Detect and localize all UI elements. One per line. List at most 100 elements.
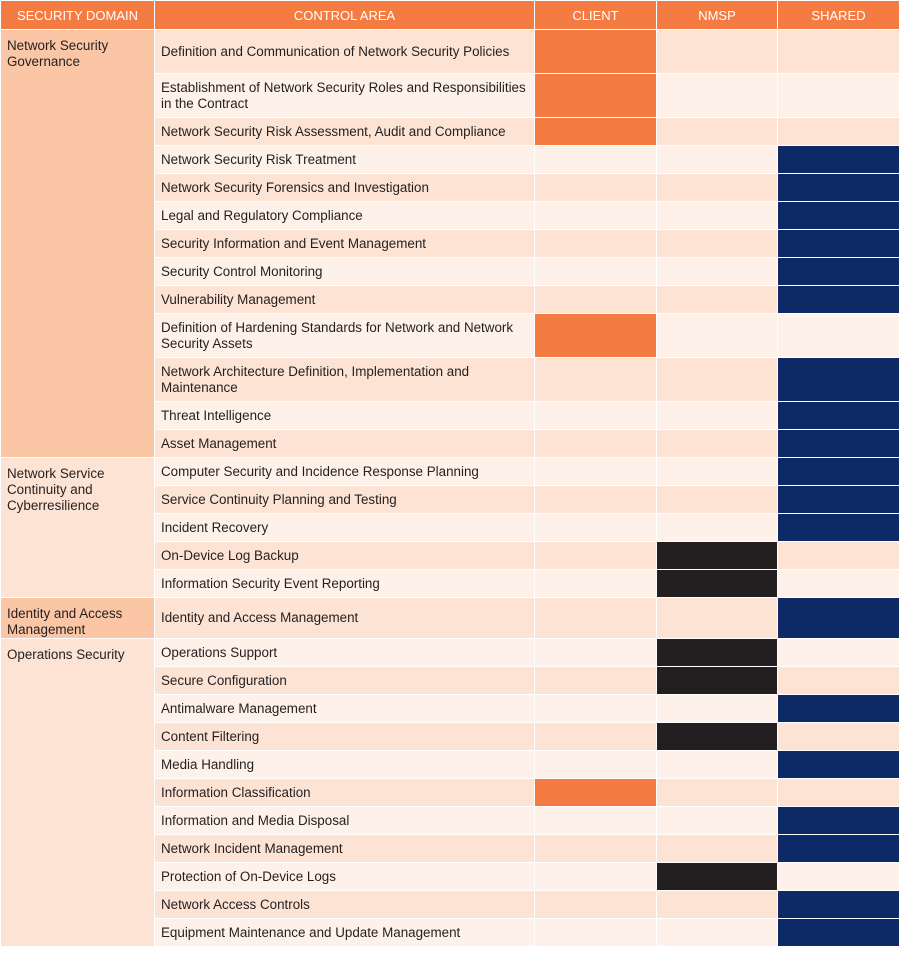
shared-responsibility-cell xyxy=(777,513,900,542)
control-area-cell: Incident Recovery xyxy=(154,513,535,542)
security-domain-cell: Network Security Governance xyxy=(0,29,155,458)
table-row: Network Security Governance Definition an… xyxy=(0,29,900,458)
nmsp-responsibility-cell xyxy=(656,485,778,514)
nmsp-responsibility-cell xyxy=(656,429,778,458)
table-row: Legal and Regulatory Compliance xyxy=(1,201,900,230)
client-responsibility-cell xyxy=(534,862,657,891)
security-domain-cell: Identity and Access Management xyxy=(0,597,155,639)
control-area-cell: Information and Media Disposal xyxy=(154,806,535,835)
client-responsibility-cell xyxy=(534,638,657,667)
table-row: Secure Configuration xyxy=(1,666,900,695)
table-row: Security Information and Event Managemen… xyxy=(1,229,900,258)
table-row: Network Security Risk Treatment xyxy=(1,145,900,174)
nmsp-responsibility-cell xyxy=(656,862,778,891)
client-responsibility-cell xyxy=(534,890,657,919)
control-area-cell: Asset Management xyxy=(154,429,535,458)
nmsp-responsibility-cell xyxy=(656,666,778,695)
shared-responsibility-cell xyxy=(777,229,900,258)
shared-responsibility-cell xyxy=(777,485,900,514)
control-area-cell: Media Handling xyxy=(154,750,535,779)
header-shared: SHARED xyxy=(777,0,900,30)
table-row: Network Security Forensics and Investiga… xyxy=(1,173,900,202)
nmsp-responsibility-cell xyxy=(656,457,778,486)
nmsp-responsibility-cell xyxy=(656,918,778,947)
control-area-cell: Network Incident Management xyxy=(154,834,535,863)
responsibility-matrix: SECURITY DOMAIN CONTROL AREA CLIENT NMSP… xyxy=(0,0,900,947)
nmsp-responsibility-cell xyxy=(656,117,778,146)
nmsp-responsibility-cell xyxy=(656,806,778,835)
control-area-cell: Network Security Forensics and Investiga… xyxy=(154,173,535,202)
nmsp-responsibility-cell xyxy=(656,569,778,598)
nmsp-responsibility-cell xyxy=(656,29,778,74)
client-responsibility-cell xyxy=(534,834,657,863)
control-area-cell: Computer Security and Incidence Response… xyxy=(154,457,535,486)
control-area-cell: Service Continuity Planning and Testing xyxy=(154,485,535,514)
table-row: Antimalware Management xyxy=(1,694,900,723)
client-responsibility-cell xyxy=(534,750,657,779)
table-row: Identity and Access Management Identity a… xyxy=(0,597,900,639)
header-row: SECURITY DOMAIN CONTROL AREA CLIENT NMSP… xyxy=(0,0,900,30)
nmsp-responsibility-cell xyxy=(656,229,778,258)
nmsp-responsibility-cell xyxy=(656,778,778,807)
shared-responsibility-cell xyxy=(777,597,900,639)
client-responsibility-cell xyxy=(534,257,657,286)
shared-responsibility-cell xyxy=(777,457,900,486)
shared-responsibility-cell xyxy=(777,29,900,74)
control-area-cell: Antimalware Management xyxy=(154,694,535,723)
shared-responsibility-cell xyxy=(777,73,900,118)
nmsp-responsibility-cell xyxy=(656,541,778,570)
header-security-domain: SECURITY DOMAIN xyxy=(0,0,155,30)
shared-responsibility-cell xyxy=(777,357,900,402)
table-row: Operations Security Operations Support xyxy=(0,638,900,947)
nmsp-responsibility-cell xyxy=(656,145,778,174)
table-row: Network Service Continuity and Cyberresi… xyxy=(0,457,900,598)
nmsp-responsibility-cell xyxy=(656,201,778,230)
shared-responsibility-cell xyxy=(777,429,900,458)
header-client: CLIENT xyxy=(534,0,657,30)
shared-responsibility-cell xyxy=(777,862,900,891)
nmsp-responsibility-cell xyxy=(656,513,778,542)
shared-responsibility-cell xyxy=(777,638,900,667)
nmsp-responsibility-cell xyxy=(656,722,778,751)
security-domain-cell: Network Service Continuity and Cyberresi… xyxy=(0,457,155,598)
matrix-body: Network Security Governance Definition an… xyxy=(0,29,900,947)
shared-responsibility-cell xyxy=(777,541,900,570)
shared-responsibility-cell xyxy=(777,201,900,230)
control-area-cell: Network Access Controls xyxy=(154,890,535,919)
nmsp-responsibility-cell xyxy=(656,173,778,202)
client-responsibility-cell xyxy=(534,778,657,807)
control-area-cell: Information Classification xyxy=(154,778,535,807)
control-area-cell: Establishment of Network Security Roles … xyxy=(154,73,535,118)
shared-responsibility-cell xyxy=(777,145,900,174)
nmsp-responsibility-cell xyxy=(656,357,778,402)
control-area-cell: Legal and Regulatory Compliance xyxy=(154,201,535,230)
control-area-cell: Security Control Monitoring xyxy=(154,257,535,286)
client-responsibility-cell xyxy=(534,285,657,314)
client-responsibility-cell xyxy=(534,401,657,430)
control-area-cell: Operations Support xyxy=(154,638,535,667)
nmsp-responsibility-cell xyxy=(656,638,778,667)
client-responsibility-cell xyxy=(534,666,657,695)
table-row: Incident Recovery xyxy=(1,513,900,542)
client-responsibility-cell xyxy=(534,541,657,570)
control-area-cell: Protection of On-Device Logs xyxy=(154,862,535,891)
shared-responsibility-cell xyxy=(777,117,900,146)
control-area-cell: Threat Intelligence xyxy=(154,401,535,430)
nmsp-responsibility-cell xyxy=(656,257,778,286)
table-row: Network Access Controls xyxy=(1,890,900,919)
nmsp-responsibility-cell xyxy=(656,890,778,919)
control-area-cell: Information Security Event Reporting xyxy=(154,569,535,598)
table-row: Establishment of Network Security Roles … xyxy=(1,73,900,118)
shared-responsibility-cell xyxy=(777,778,900,807)
table-row: Definition of Hardening Standards for Ne… xyxy=(1,313,900,358)
control-area-cell: Identity and Access Management xyxy=(154,597,535,639)
client-responsibility-cell xyxy=(534,117,657,146)
nmsp-responsibility-cell xyxy=(656,313,778,358)
shared-responsibility-cell xyxy=(777,806,900,835)
shared-responsibility-cell xyxy=(777,401,900,430)
shared-responsibility-cell xyxy=(777,285,900,314)
client-responsibility-cell xyxy=(534,229,657,258)
shared-responsibility-cell xyxy=(777,313,900,358)
nmsp-responsibility-cell xyxy=(656,834,778,863)
client-responsibility-cell xyxy=(534,201,657,230)
